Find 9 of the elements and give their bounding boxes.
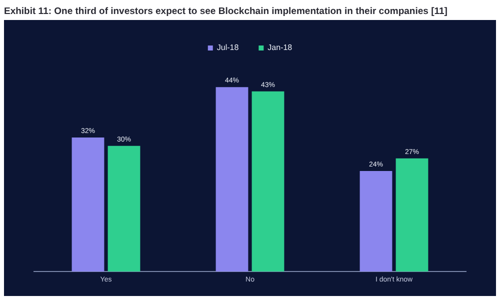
- bar: [360, 170, 392, 272]
- legend-label: Jul-18: [216, 43, 240, 52]
- bar: [108, 146, 140, 272]
- bar: [252, 91, 284, 272]
- legend-label: Jan-18: [268, 43, 293, 52]
- bar: [216, 87, 248, 272]
- bar: [396, 158, 428, 272]
- bar: [72, 137, 104, 272]
- chart-title: Exhibit 11: One third of investors expect to see Blockchain implementation in their companies [11]: [4, 5, 448, 19]
